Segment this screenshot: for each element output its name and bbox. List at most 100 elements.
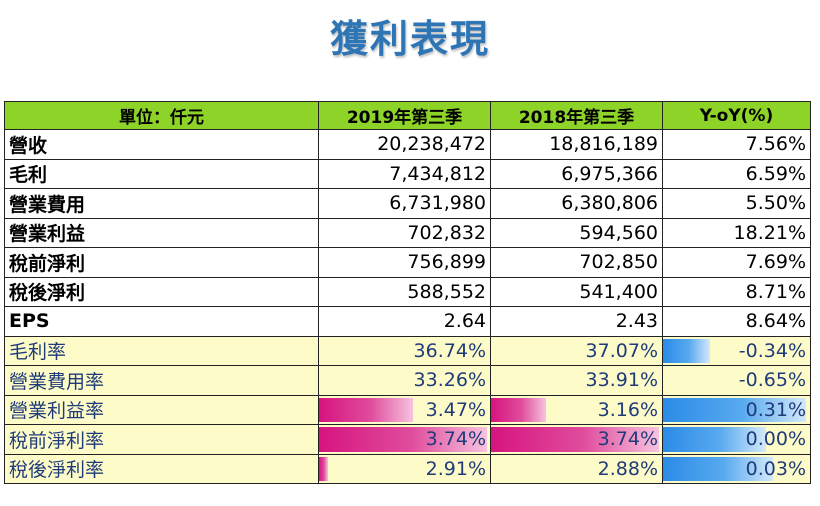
ratio-label-text: 營業費用率 [9,370,105,393]
ratio-2018: 2.88% [490,453,663,484]
row-label-text: 毛利 [9,164,48,187]
value-2018: 702,850 [490,247,663,278]
ratio-2019-text: 3.47% [425,398,486,421]
value-2018-text: 2.43 [615,310,658,333]
value-yoy-text: 7.69% [745,251,806,274]
ratio-yoy: 0.03% [662,453,811,484]
value-2019-text: 20,238,472 [377,133,486,156]
ratio-2018: 3.16% [490,394,663,425]
ratio-yoy: -0.65% [662,365,811,396]
ratio-label-text: 營業利益率 [9,400,105,423]
ratio-yoy-text: 0.03% [745,457,806,480]
ratio-2019-text: 36.74% [413,339,486,362]
value-2018-text: 6,975,366 [561,162,658,185]
value-yoy: 7.56% [662,129,811,160]
value-2018: 2.43 [490,306,663,337]
ratio-2019: 3.47% [318,394,491,425]
value-yoy-text: 8.71% [745,280,806,303]
value-yoy: 8.71% [662,276,811,307]
ratio-2019-bar [319,456,328,481]
value-2018-text: 541,400 [579,280,658,303]
table-row: 營業利益 702,832 594,560 18.21% [4,217,811,248]
ratio-row: 稅後淨利率 2.91% 2.88% 0.03% [4,453,811,484]
value-2018-text: 702,850 [579,251,658,274]
value-2019-text: 756,899 [407,251,486,274]
table-row: 營收 20,238,472 18,816,189 7.56% [4,129,811,160]
ratio-2018-bar [491,427,659,452]
value-2019-text: 7,434,812 [389,162,486,185]
ratio-label-text: 稅前淨利率 [9,429,105,452]
row-label: 稅前淨利 [4,247,319,278]
ratio-2019-text: 2.91% [425,457,486,480]
row-label: 營業費用 [4,188,319,219]
ratio-yoy: 0.31% [662,394,811,425]
ratio-2018-text: 33.91% [585,369,658,392]
value-2019: 7,434,812 [318,158,491,189]
row-label-text: 稅後淨利 [9,282,86,305]
value-yoy-text: 18.21% [733,221,806,244]
table-row: 營業費用 6,731,980 6,380,806 5.50% [4,188,811,219]
value-2019: 2.64 [318,306,491,337]
header-2018: 2018年第三季 [490,101,663,130]
value-yoy-text: 5.50% [745,192,806,215]
row-label-text: 稅前淨利 [9,252,86,275]
ratio-yoy-bar [663,338,711,363]
value-2018: 541,400 [490,276,663,307]
value-2019-text: 6,731,980 [389,192,486,215]
ratio-2018-text: 2.88% [597,457,658,480]
ratio-2018-text: 37.07% [585,339,658,362]
ratio-label: 毛利率 [4,335,319,366]
ratio-2018: 37.07% [490,335,663,366]
value-yoy: 7.69% [662,247,811,278]
value-2018-text: 594,560 [579,221,658,244]
value-2019: 756,899 [318,247,491,278]
ratio-2019: 3.74% [318,424,491,455]
table-row: 稅前淨利 756,899 702,850 7.69% [4,247,811,278]
value-2018: 594,560 [490,217,663,248]
profit-table: 單位：仟元 2019年第三季 2018年第三季 Y-oY(%) 營收 20,238… [4,101,811,484]
row-label: 營業利益 [4,217,319,248]
header-unit-label: 單位：仟元 [4,101,319,130]
ratio-label: 稅後淨利率 [4,453,319,484]
ratio-yoy-text: 0.00% [745,428,806,451]
ratio-row: 稅前淨利率 3.74% 3.74% 0.00% [4,424,811,455]
value-yoy-text: 8.64% [745,310,806,333]
ratio-2019-bar [319,397,414,422]
table-row: 稅後淨利 588,552 541,400 8.71% [4,276,811,307]
table-row: EPS 2.64 2.43 8.64% [4,306,811,337]
ratio-yoy-text: -0.65% [738,369,806,392]
ratio-yoy-text: 0.31% [745,398,806,421]
ratio-label: 營業利益率 [4,394,319,425]
ratio-row: 營業費用率 33.26% 33.91% -0.65% [4,365,811,396]
ratio-yoy: 0.00% [662,424,811,455]
ratio-row: 營業利益率 3.47% 3.16% 0.31% [4,394,811,425]
ratio-2019: 33.26% [318,365,491,396]
value-yoy-text: 6.59% [745,162,806,185]
value-2019: 6,731,980 [318,188,491,219]
ratio-yoy-bar [663,397,806,422]
ratio-2018: 33.91% [490,365,663,396]
ratio-label: 稅前淨利率 [4,424,319,455]
value-2019: 20,238,472 [318,129,491,160]
ratio-label-text: 毛利率 [9,341,67,364]
value-2019-text: 702,832 [407,221,486,244]
value-yoy: 18.21% [662,217,811,248]
value-yoy: 5.50% [662,188,811,219]
ratio-yoy-bar [663,456,774,481]
ratio-2019-bar [319,427,487,452]
value-2018: 18,816,189 [490,129,663,160]
row-label: EPS [4,306,319,337]
value-2018: 6,975,366 [490,158,663,189]
value-yoy: 8.64% [662,306,811,337]
value-2018: 6,380,806 [490,188,663,219]
row-label: 營收 [4,129,319,160]
ratio-yoy: -0.34% [662,335,811,366]
ratio-2018-text: 3.74% [597,428,658,451]
ratio-yoy-text: -0.34% [738,339,806,362]
header-2019: 2019年第三季 [318,101,491,130]
value-2018-text: 6,380,806 [561,192,658,215]
ratio-yoy-bar [663,427,766,452]
ratio-label: 營業費用率 [4,365,319,396]
row-label: 毛利 [4,158,319,189]
value-yoy: 6.59% [662,158,811,189]
